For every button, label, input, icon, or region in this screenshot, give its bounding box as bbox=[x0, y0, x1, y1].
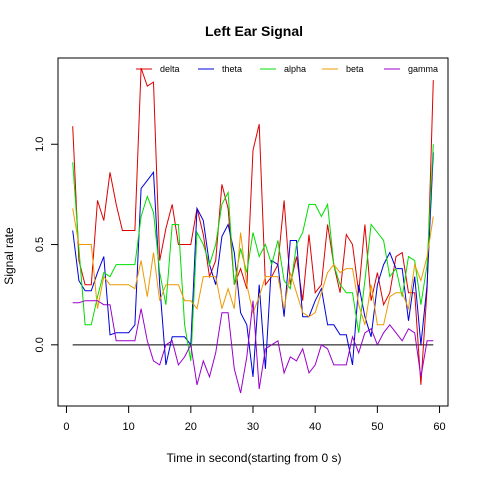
series-line-alpha bbox=[72, 144, 434, 361]
x-tick-label: 30 bbox=[247, 421, 259, 433]
y-tick-label: 1.0 bbox=[34, 137, 46, 152]
x-tick-label: 60 bbox=[433, 421, 445, 433]
series-line-delta bbox=[72, 67, 434, 385]
x-tick-label: 20 bbox=[185, 421, 197, 433]
legend: delta theta alpha beta gamma bbox=[136, 64, 438, 74]
x-tick-label: 10 bbox=[123, 421, 135, 433]
axes: 0 10 20 30 40 50 60 0.0 0.5 1.0 bbox=[34, 57, 449, 433]
legend-label-delta: delta bbox=[160, 64, 180, 74]
legend-label-alpha: alpha bbox=[284, 64, 306, 74]
x-axis-label: Time in second(starting from 0 s) bbox=[167, 451, 342, 465]
legend-label-gamma: gamma bbox=[408, 64, 438, 74]
chart-title: Left Ear Signal bbox=[205, 23, 303, 39]
y-tick-label: 0.0 bbox=[34, 337, 46, 352]
legend-label-beta: beta bbox=[346, 64, 364, 74]
plot-area bbox=[72, 67, 434, 394]
series-line-gamma bbox=[72, 300, 434, 394]
x-tick-label: 50 bbox=[371, 421, 383, 433]
y-axis-label: Signal rate bbox=[2, 227, 16, 285]
series-line-theta bbox=[72, 152, 434, 377]
x-tick-label: 0 bbox=[63, 421, 69, 433]
series-line-beta bbox=[72, 208, 434, 326]
legend-label-theta: theta bbox=[222, 64, 242, 74]
x-tick-label: 40 bbox=[309, 421, 321, 433]
y-tick-label: 0.5 bbox=[34, 237, 46, 252]
